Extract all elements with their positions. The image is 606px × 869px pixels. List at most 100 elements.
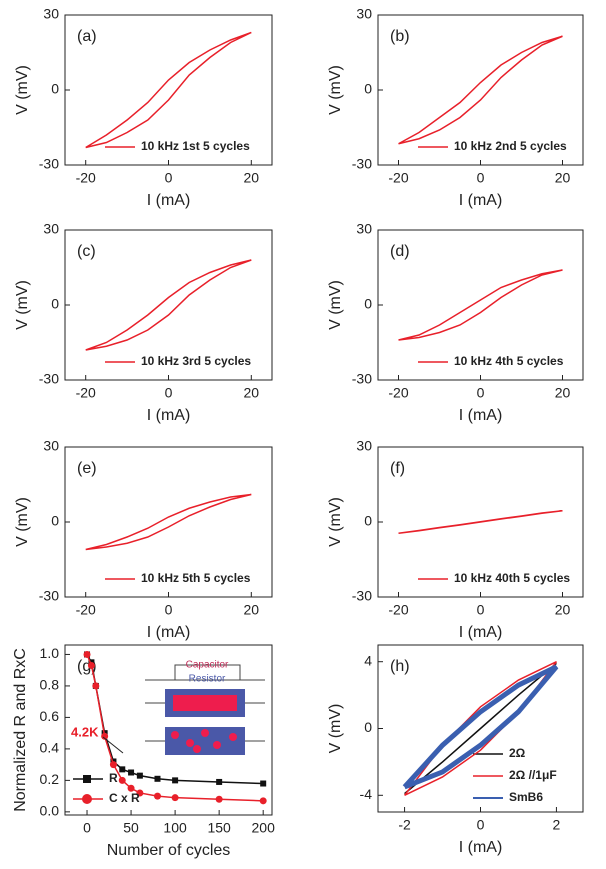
point bbox=[259, 797, 267, 805]
inset-dot bbox=[213, 741, 221, 749]
panel-label: (h) bbox=[390, 658, 410, 675]
x-axis-label: I (mA) bbox=[147, 407, 191, 424]
point bbox=[260, 780, 267, 787]
panel-label: (b) bbox=[390, 28, 410, 45]
point bbox=[127, 784, 135, 792]
x-tick-label: 20 bbox=[555, 170, 571, 186]
x-tick-label: 20 bbox=[244, 385, 260, 401]
point bbox=[118, 776, 126, 784]
x-tick-label: -20 bbox=[76, 170, 96, 186]
point bbox=[215, 795, 223, 803]
y-tick-label: 4 bbox=[364, 652, 372, 668]
x-tick-label: -20 bbox=[76, 602, 96, 618]
x-tick-label: 0 bbox=[477, 602, 485, 618]
inset-resistor bbox=[173, 695, 237, 711]
x-axis-label: I (mA) bbox=[459, 624, 503, 641]
y-tick-label: 0 bbox=[51, 513, 59, 529]
y-tick-label: 1.0 bbox=[40, 645, 60, 661]
legend-label: 10 kHz 4th 5 cycles bbox=[454, 354, 564, 368]
x-tick-label: 20 bbox=[244, 170, 260, 186]
inset-label: Resistor bbox=[189, 674, 226, 685]
series-line bbox=[85, 259, 252, 351]
legend-label: 10 kHz 40th 5 cycles bbox=[454, 571, 570, 585]
legend-label: 10 kHz 3rd 5 cycles bbox=[141, 354, 251, 368]
x-tick-label: 2 bbox=[553, 817, 561, 833]
point bbox=[216, 778, 223, 785]
point bbox=[101, 732, 109, 740]
y-axis-label: V (mV) bbox=[327, 704, 344, 754]
x-tick-label: 0 bbox=[477, 817, 485, 833]
y-tick-label: -30 bbox=[352, 156, 372, 172]
legend-label: 2Ω //1μF bbox=[509, 768, 557, 782]
y-tick-label: -30 bbox=[39, 371, 59, 387]
y-tick-label: 30 bbox=[43, 221, 59, 237]
y-tick-label: 0 bbox=[51, 296, 59, 312]
annotation-arrow bbox=[102, 736, 124, 754]
y-tick-label: 0 bbox=[51, 81, 59, 97]
plot-frame bbox=[64, 446, 273, 598]
legend-label: 10 kHz 5th 5 cycles bbox=[141, 571, 251, 585]
x-tick-label: -20 bbox=[388, 602, 408, 618]
series-line bbox=[85, 493, 252, 551]
series-line bbox=[398, 269, 563, 341]
panel-label: (d) bbox=[390, 243, 410, 260]
x-axis-label: I (mA) bbox=[459, 407, 503, 424]
panel-label: (c) bbox=[77, 243, 96, 260]
x-tick-label: 100 bbox=[163, 820, 187, 836]
point bbox=[172, 777, 179, 784]
y-axis-label: V (mV) bbox=[14, 65, 31, 115]
x-axis-label: I (mA) bbox=[459, 192, 503, 209]
y-tick-label: 0 bbox=[364, 513, 372, 529]
inset-dot bbox=[229, 733, 237, 741]
legend-label: 10 kHz 1st 5 cycles bbox=[141, 139, 250, 153]
y-tick-label: -30 bbox=[39, 156, 59, 172]
series-line bbox=[398, 35, 563, 145]
x-tick-label: -20 bbox=[388, 385, 408, 401]
x-axis-label: I (mA) bbox=[147, 624, 191, 641]
x-tick-label: -20 bbox=[76, 385, 96, 401]
y-tick-label: 0.8 bbox=[40, 677, 60, 693]
plot-frame bbox=[377, 229, 584, 381]
y-axis-label: V (mV) bbox=[14, 280, 31, 330]
plot-frame bbox=[64, 14, 273, 166]
y-tick-label: 30 bbox=[356, 438, 372, 454]
point bbox=[136, 772, 143, 779]
point bbox=[87, 661, 95, 669]
plot-frame bbox=[377, 14, 584, 166]
x-tick-label: 0 bbox=[477, 170, 485, 186]
x-tick-label: 150 bbox=[207, 820, 231, 836]
point bbox=[83, 650, 91, 658]
x-tick-label: 0 bbox=[165, 602, 173, 618]
y-axis-label: V (mV) bbox=[14, 497, 31, 547]
point bbox=[128, 769, 135, 776]
inset-dot bbox=[186, 739, 194, 747]
legend-label: 10 kHz 2nd 5 cycles bbox=[454, 139, 567, 153]
panel-label: (a) bbox=[77, 28, 97, 45]
panel-label: (f) bbox=[390, 460, 405, 477]
x-axis-label: I (mA) bbox=[147, 192, 191, 209]
annotation: 4.2K bbox=[71, 724, 99, 739]
series-line bbox=[85, 31, 252, 149]
y-tick-label: -30 bbox=[352, 371, 372, 387]
y-tick-label: -30 bbox=[39, 588, 59, 604]
legend-label: 2Ω bbox=[509, 746, 526, 760]
y-tick-label: 0.6 bbox=[40, 708, 60, 724]
y-axis-label: V (mV) bbox=[327, 65, 344, 115]
x-tick-label: 50 bbox=[123, 820, 139, 836]
x-axis-label: I (mA) bbox=[459, 839, 503, 856]
legend-label: R bbox=[109, 771, 118, 785]
inset-dot bbox=[171, 731, 179, 739]
y-tick-label: 0 bbox=[364, 81, 372, 97]
series-line bbox=[398, 510, 563, 534]
y-tick-label: 0.2 bbox=[40, 771, 60, 787]
point bbox=[92, 682, 100, 690]
y-tick-label: -30 bbox=[352, 588, 372, 604]
y-tick-label: 30 bbox=[43, 6, 59, 22]
inset-wire bbox=[145, 664, 265, 742]
x-tick-label: 0 bbox=[165, 170, 173, 186]
point bbox=[154, 775, 161, 782]
point bbox=[136, 789, 144, 797]
y-tick-label: 0.0 bbox=[40, 803, 60, 819]
x-tick-label: -2 bbox=[398, 817, 411, 833]
